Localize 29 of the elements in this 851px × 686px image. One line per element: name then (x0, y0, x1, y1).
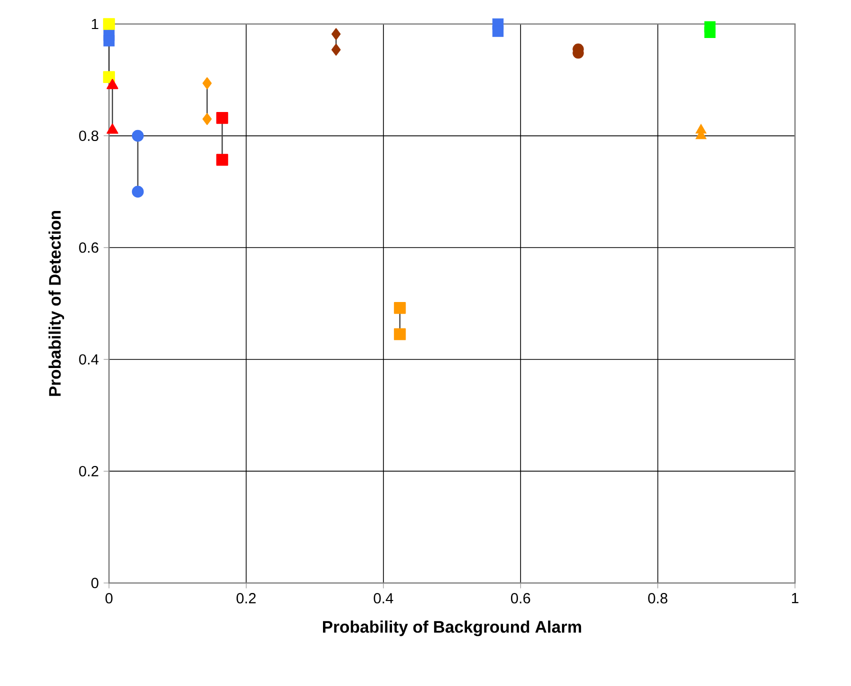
x-axis-title: Probability of Background Alarm (323, 620, 582, 636)
y-tick-label: 0 (91, 578, 98, 588)
x-tick-label: 0.4 (374, 593, 394, 604)
point (132, 130, 144, 142)
y-tick-label: 0.2 (79, 466, 98, 476)
point (331, 44, 341, 56)
point (103, 18, 115, 30)
point (202, 77, 212, 90)
point (216, 112, 228, 124)
point (216, 154, 228, 166)
y-tick-label: 0.8 (79, 130, 98, 141)
x-tick-label: 0.2 (236, 593, 256, 604)
point (132, 186, 144, 198)
point (394, 302, 406, 314)
y-tick-label: 0.6 (79, 242, 98, 253)
x-tick-label: 1 (792, 593, 798, 604)
point (394, 328, 406, 340)
x-tick-label: 0.6 (510, 593, 530, 604)
point (492, 26, 504, 37)
y-tick-label: 0.4 (79, 354, 99, 365)
x-tick-label: 0.8 (648, 593, 668, 604)
x-tick-label: 0 (105, 593, 112, 604)
point (103, 71, 115, 84)
point (202, 113, 212, 125)
y-axis-title: Probability of Detection (48, 211, 64, 396)
y-tick-label: 1 (92, 18, 98, 30)
point (704, 26, 716, 38)
point (331, 28, 341, 40)
point (103, 35, 115, 46)
